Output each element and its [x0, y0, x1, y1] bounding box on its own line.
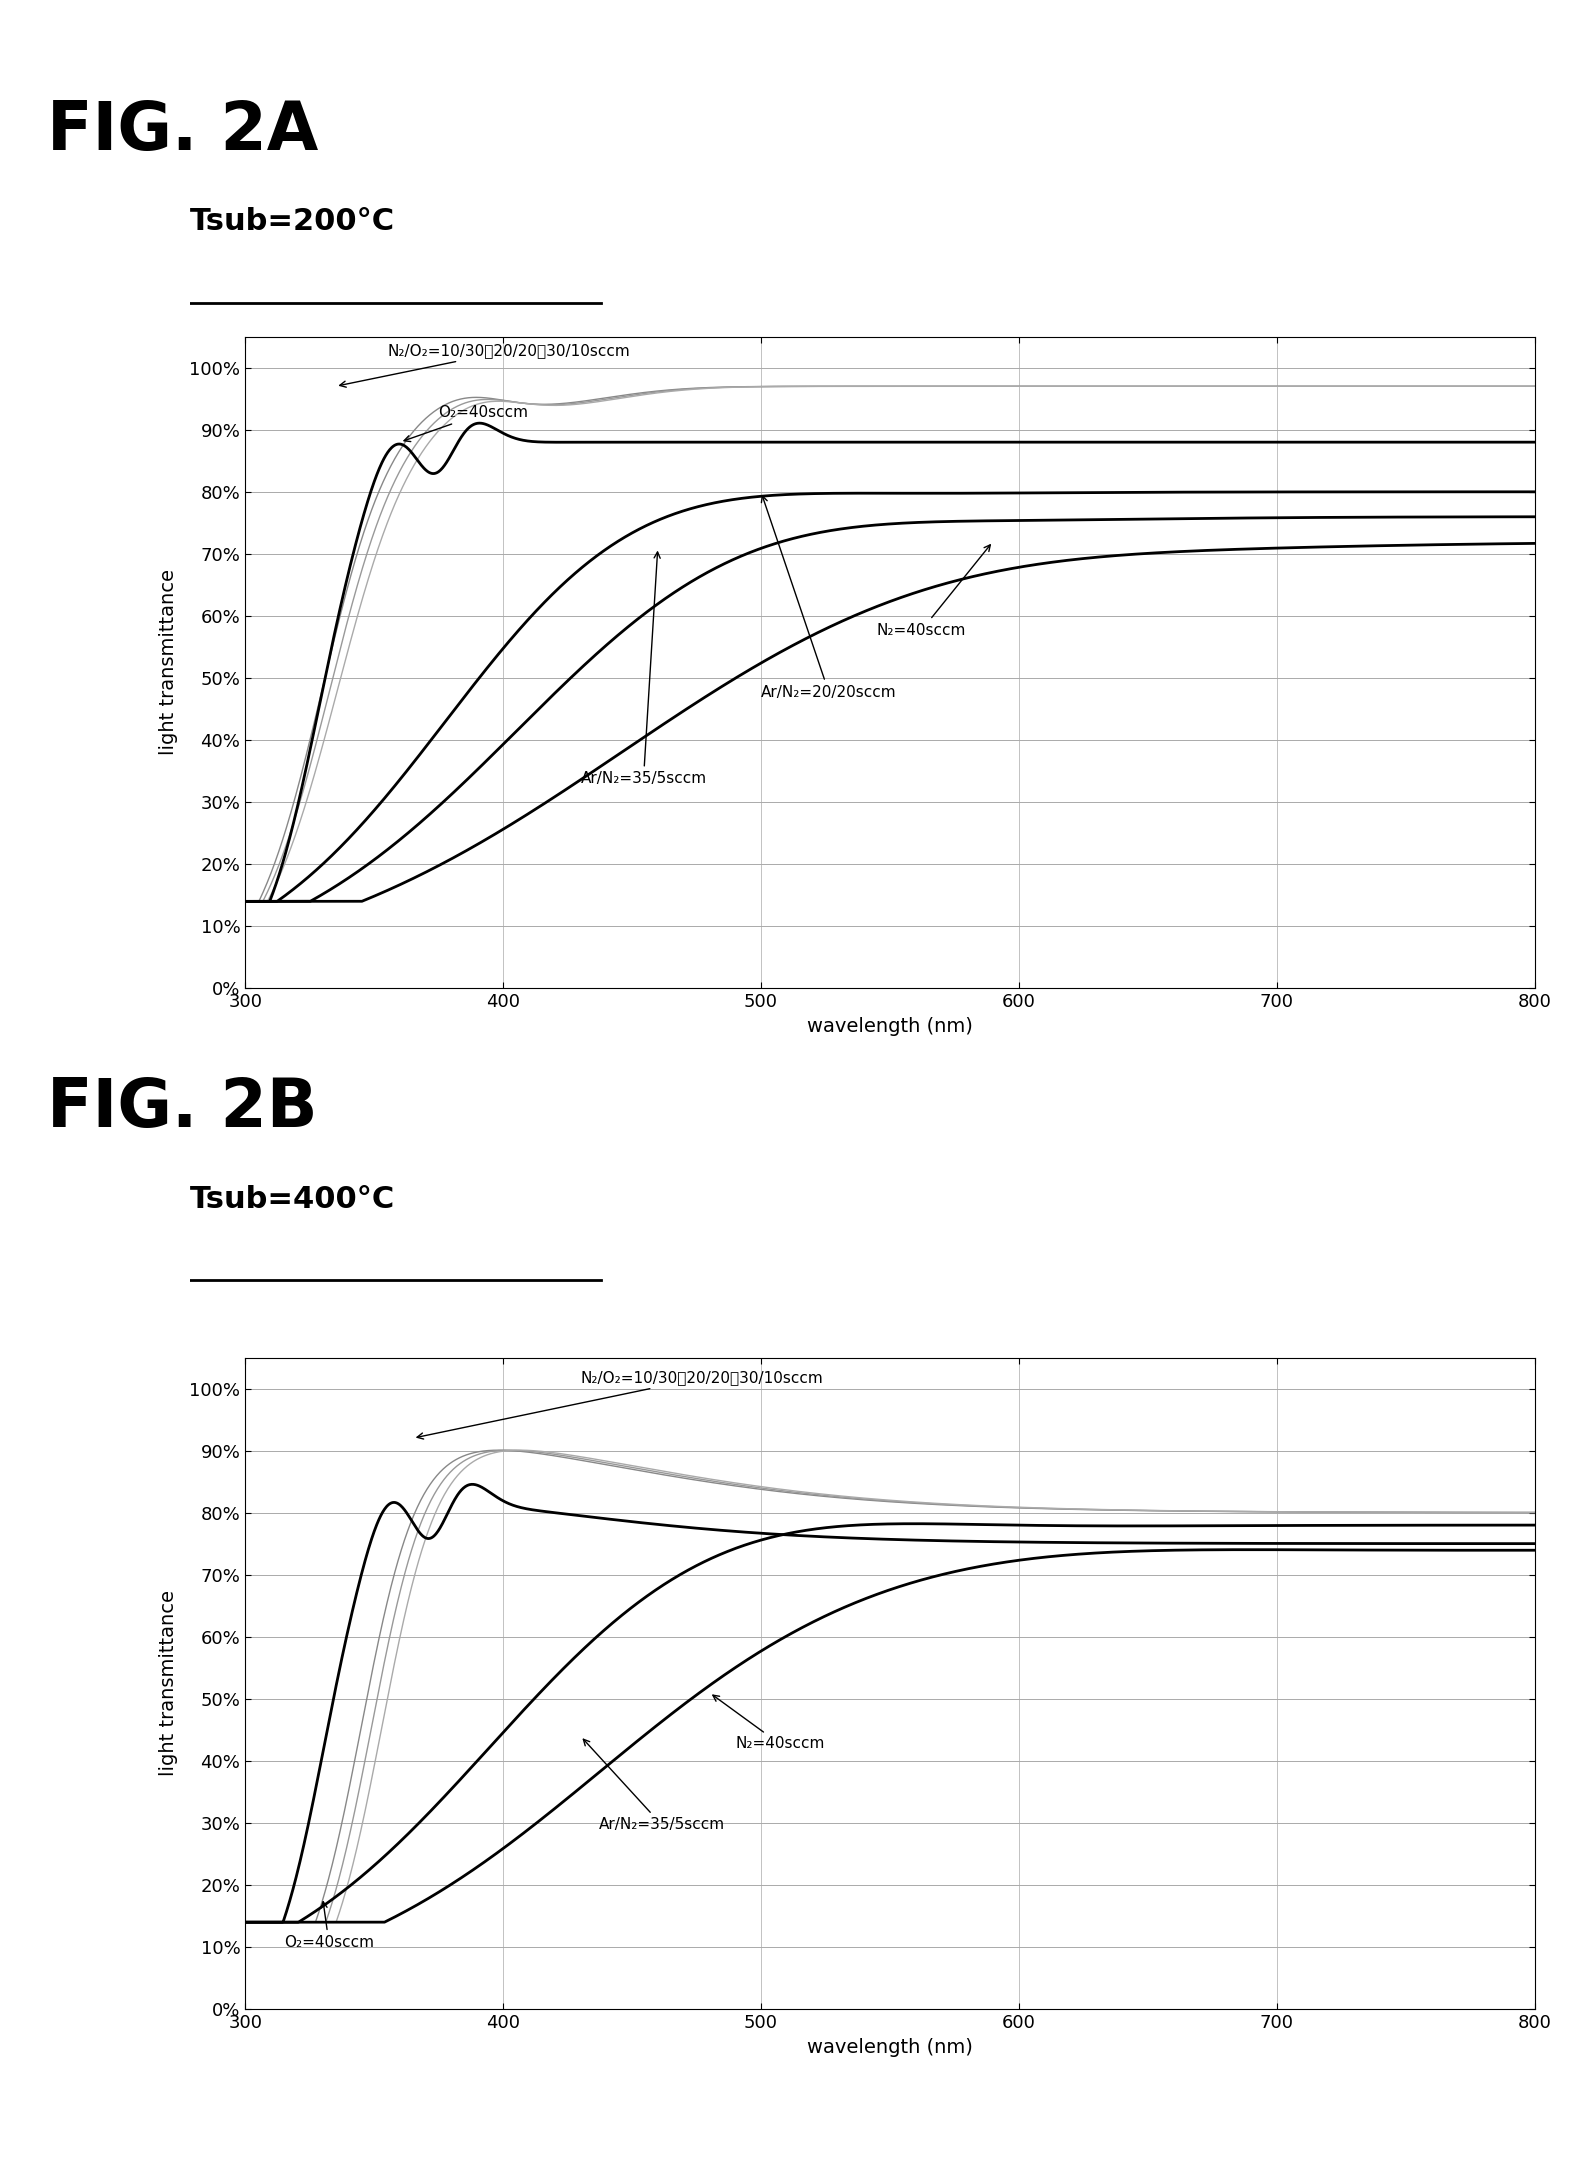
Text: N₂=40sccm: N₂=40sccm — [713, 1694, 824, 1751]
Text: Ar/N₂=35/5sccm: Ar/N₂=35/5sccm — [584, 1740, 725, 1833]
Text: Tsub=200°C: Tsub=200°C — [190, 206, 396, 237]
Text: Tsub=400°C: Tsub=400°C — [190, 1186, 396, 1214]
X-axis label: wavelength (nm): wavelength (nm) — [807, 2037, 973, 2057]
Text: Ar/N₂=20/20sccm: Ar/N₂=20/20sccm — [761, 495, 897, 699]
X-axis label: wavelength (nm): wavelength (nm) — [807, 1016, 973, 1036]
Y-axis label: light transmittance: light transmittance — [160, 569, 179, 756]
Text: FIG. 2A: FIG. 2A — [47, 98, 320, 163]
Text: N₂/O₂=10/30、20/20、30/10sccm: N₂/O₂=10/30、20/20、30/10sccm — [340, 343, 630, 387]
Text: N₂/O₂=10/30、20/20、30/10sccm: N₂/O₂=10/30、20/20、30/10sccm — [418, 1371, 823, 1440]
Text: O₂=40sccm: O₂=40sccm — [283, 1903, 373, 1950]
Text: Ar/N₂=35/5sccm: Ar/N₂=35/5sccm — [581, 552, 707, 786]
Text: FIG. 2B: FIG. 2B — [47, 1075, 318, 1142]
Y-axis label: light transmittance: light transmittance — [160, 1590, 179, 1777]
Text: O₂=40sccm: O₂=40sccm — [403, 406, 528, 441]
Text: N₂=40sccm: N₂=40sccm — [876, 545, 990, 639]
